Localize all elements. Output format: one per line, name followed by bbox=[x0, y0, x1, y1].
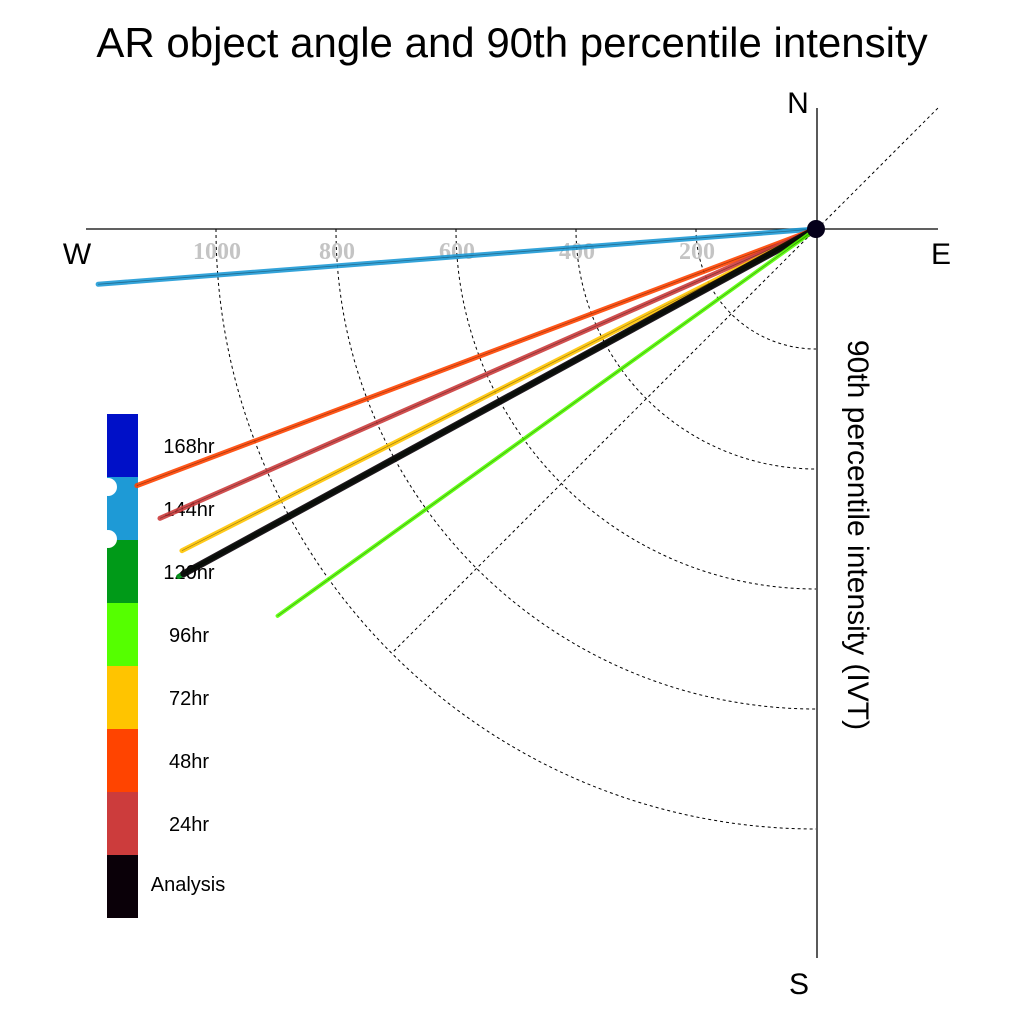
legend-swatch bbox=[107, 855, 138, 918]
compass-south-label: S bbox=[789, 968, 809, 1001]
grid-ring-1000 bbox=[215, 228, 817, 830]
origin-marker bbox=[807, 220, 825, 238]
series-vector-48hr bbox=[134, 226, 819, 489]
legend-label: 48hr bbox=[169, 751, 209, 773]
series-vector-96hr bbox=[275, 227, 818, 618]
compass-west-label: W bbox=[63, 238, 92, 271]
compass-east-label: E bbox=[931, 238, 951, 271]
radial-tick-label: 1000 bbox=[193, 239, 241, 265]
legend-swatch bbox=[107, 414, 138, 477]
polar-grid bbox=[215, 228, 817, 830]
legend-label: 96hr bbox=[169, 625, 209, 647]
radial-tick-label: 400 bbox=[559, 239, 595, 265]
legend-label: 168hr bbox=[163, 436, 214, 458]
diagonal-guide-sw bbox=[391, 228, 817, 654]
grid-ring-600 bbox=[455, 228, 817, 590]
legend-swatch bbox=[107, 540, 138, 603]
legend-label: 72hr bbox=[169, 688, 209, 710]
legend-notch bbox=[99, 478, 117, 496]
series-vector-Analysis bbox=[180, 225, 820, 578]
grid-ring-200 bbox=[695, 228, 817, 350]
legend-label: Analysis bbox=[151, 874, 225, 896]
intensity-axis-label: 90th percentile intensity (IVT) bbox=[841, 340, 874, 730]
diagonal-guide-ne bbox=[816, 107, 939, 230]
series-vector-72hr bbox=[179, 226, 819, 554]
legend-swatch bbox=[107, 792, 138, 855]
series-vectors bbox=[95, 225, 820, 618]
chart-title: AR object angle and 90th percentile inte… bbox=[96, 19, 927, 66]
legend-label: 24hr bbox=[169, 814, 209, 836]
legend: 168hr144hr120hr96hr72hr48hr24hrAnalysis bbox=[99, 414, 225, 918]
legend-notch bbox=[99, 530, 117, 548]
legend-swatch bbox=[107, 666, 138, 729]
series-vector-144hr bbox=[95, 226, 819, 287]
radial-tick-label: 200 bbox=[679, 239, 715, 265]
compass-north-label: N bbox=[787, 87, 809, 120]
radial-tick-labels: 200 400 600 800 1000 bbox=[193, 239, 715, 265]
legend-swatch bbox=[107, 603, 138, 666]
series-vector-24hr bbox=[157, 226, 819, 521]
legend-swatch bbox=[107, 729, 138, 792]
legend-label: 144hr bbox=[163, 499, 214, 521]
radial-tick-label: 800 bbox=[319, 239, 355, 265]
radial-tick-label: 600 bbox=[439, 239, 475, 265]
